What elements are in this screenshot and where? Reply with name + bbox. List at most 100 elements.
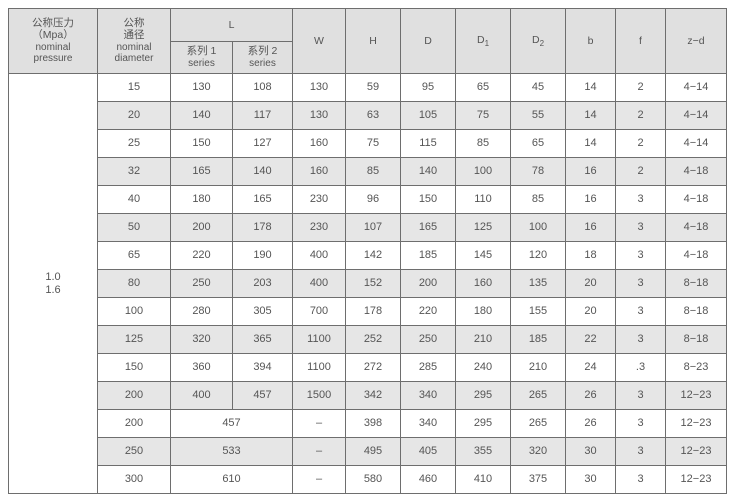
cell-h: 398 <box>345 409 401 438</box>
cell-nominal-diameter: 300 <box>97 465 171 494</box>
cell-l-series2: 108 <box>232 73 293 102</box>
cell-d2: 85 <box>510 185 566 214</box>
cell-d1: 355 <box>455 437 511 466</box>
table-row: 25 150 127 160 75 115 85 65 14 2 4−14 <box>9 129 727 158</box>
cell-d: 250 <box>400 325 456 354</box>
cell-nominal-diameter: 65 <box>97 241 171 270</box>
table-row: 50 200 178 230 107 165 125 100 16 3 4−18 <box>9 213 727 242</box>
cell-zd: 4−18 <box>665 241 727 270</box>
cell-d2: 78 <box>510 157 566 186</box>
header-zd: z−d <box>665 8 727 74</box>
cell-b: 24 <box>565 353 616 382</box>
pressure-value-line2: 1.6 <box>45 283 61 296</box>
cell-b: 26 <box>565 409 616 438</box>
header-nominal-pressure-cn1: 公称压力 <box>32 16 74 29</box>
cell-d1: 100 <box>455 157 511 186</box>
cell-d1: 410 <box>455 465 511 494</box>
page-root: 公称压力 （Mpa） nominal pressure 公称 通径 nomina… <box>8 8 727 494</box>
cell-d: 220 <box>400 297 456 326</box>
cell-d2: 265 <box>510 381 566 410</box>
cell-f: 3 <box>615 381 666 410</box>
cell-h: 252 <box>345 325 401 354</box>
cell-l-series2: 365 <box>232 325 293 354</box>
table-row: 125 320 365 1100 252 250 210 185 22 3 8−18 <box>9 325 727 354</box>
cell-b: 30 <box>565 437 616 466</box>
cell-w: 160 <box>292 129 346 158</box>
header-nominal-diameter-en2: diameter <box>114 53 154 65</box>
header-h: H <box>345 8 401 74</box>
cell-zd: 12−23 <box>665 381 727 410</box>
header-d1: D1 <box>455 8 511 74</box>
cell-f: 3 <box>615 185 666 214</box>
cell-l-merged: 533 <box>170 437 293 466</box>
cell-d1: 75 <box>455 101 511 130</box>
header-d2: D2 <box>510 8 566 74</box>
dimensions-spec-table: 公称压力 （Mpa） nominal pressure 公称 通径 nomina… <box>8 8 727 494</box>
cell-d1: 295 <box>455 381 511 410</box>
cell-zd: 12−23 <box>665 437 727 466</box>
header-l-series1-en: series <box>188 57 215 69</box>
cell-l-series1: 400 <box>170 381 233 410</box>
cell-l-series1: 220 <box>170 241 233 270</box>
cell-d1: 65 <box>455 73 511 102</box>
cell-w: – <box>292 465 346 494</box>
cell-h: 96 <box>345 185 401 214</box>
cell-b: 16 <box>565 185 616 214</box>
cell-b: 20 <box>565 297 616 326</box>
table-row: 1.0 1.6 15 130 108 130 59 95 65 45 14 2 4−14 <box>8 73 727 494</box>
cell-d: 140 <box>400 157 456 186</box>
cell-l-series1: 130 <box>170 73 233 102</box>
cell-b: 18 <box>565 241 616 270</box>
cell-h: 142 <box>345 241 401 270</box>
cell-d: 165 <box>400 213 456 242</box>
header-row-secondary: 系列 1 series 系列 2 series <box>9 41 727 74</box>
cell-f: 2 <box>615 129 666 158</box>
cell-zd: 4−18 <box>665 185 727 214</box>
cell-w: – <box>292 409 346 438</box>
cell-zd: 4−14 <box>665 73 727 102</box>
cell-d: 460 <box>400 465 456 494</box>
cell-zd: 12−23 <box>665 465 727 494</box>
spec-table-container: 公称压力 （Mpa） nominal pressure 公称 通径 nomina… <box>8 8 727 494</box>
cell-h: 580 <box>345 465 401 494</box>
cell-w: 400 <box>292 269 346 298</box>
header-nominal-pressure: 公称压力 （Mpa） nominal pressure <box>8 8 98 74</box>
cell-nominal-diameter: 200 <box>97 409 171 438</box>
cell-d2: 100 <box>510 213 566 242</box>
cell-zd: 8−23 <box>665 353 727 382</box>
header-b: b <box>565 8 616 74</box>
cell-nominal-diameter: 80 <box>97 269 171 298</box>
cell-zd: 8−18 <box>665 297 727 326</box>
cell-l-series2: 165 <box>232 185 293 214</box>
cell-l-series2: 178 <box>232 213 293 242</box>
cell-zd: 8−18 <box>665 269 727 298</box>
header-nominal-pressure-en1: nominal <box>35 41 71 53</box>
cell-w: 1100 <box>292 353 346 382</box>
cell-w: 1100 <box>292 325 346 354</box>
table-body: 1.0 1.6 15 130 108 130 59 95 65 45 14 2 4−14 20 140 117… <box>8 73 727 494</box>
cell-nominal-diameter: 250 <box>97 437 171 466</box>
cell-l-series1: 320 <box>170 325 233 354</box>
cell-h: 272 <box>345 353 401 382</box>
cell-f: 2 <box>615 101 666 130</box>
cell-w: 130 <box>292 73 346 102</box>
cell-f: 3 <box>615 241 666 270</box>
cell-w: 400 <box>292 241 346 270</box>
cell-d: 105 <box>400 101 456 130</box>
cell-nominal-diameter: 150 <box>97 353 171 382</box>
header-l-series2: 系列 2 series <box>232 41 293 74</box>
cell-zd: 12−23 <box>665 409 727 438</box>
cell-l-series1: 250 <box>170 269 233 298</box>
cell-h: 178 <box>345 297 401 326</box>
header-d1-base: D <box>476 33 485 46</box>
cell-d1: 110 <box>455 185 511 214</box>
cell-b: 14 <box>565 73 616 102</box>
header-d2-base: D <box>531 33 540 46</box>
cell-d2: 375 <box>510 465 566 494</box>
cell-d: 340 <box>400 381 456 410</box>
cell-d1: 295 <box>455 409 511 438</box>
table-row: 80 250 203 400 152 200 160 135 20 3 8−18 <box>9 269 727 298</box>
table-row: 100 280 305 700 178 220 180 155 20 3 8−18 <box>9 297 727 326</box>
cell-d2: 135 <box>510 269 566 298</box>
header-nominal-diameter-cn1: 公称 <box>123 16 145 29</box>
